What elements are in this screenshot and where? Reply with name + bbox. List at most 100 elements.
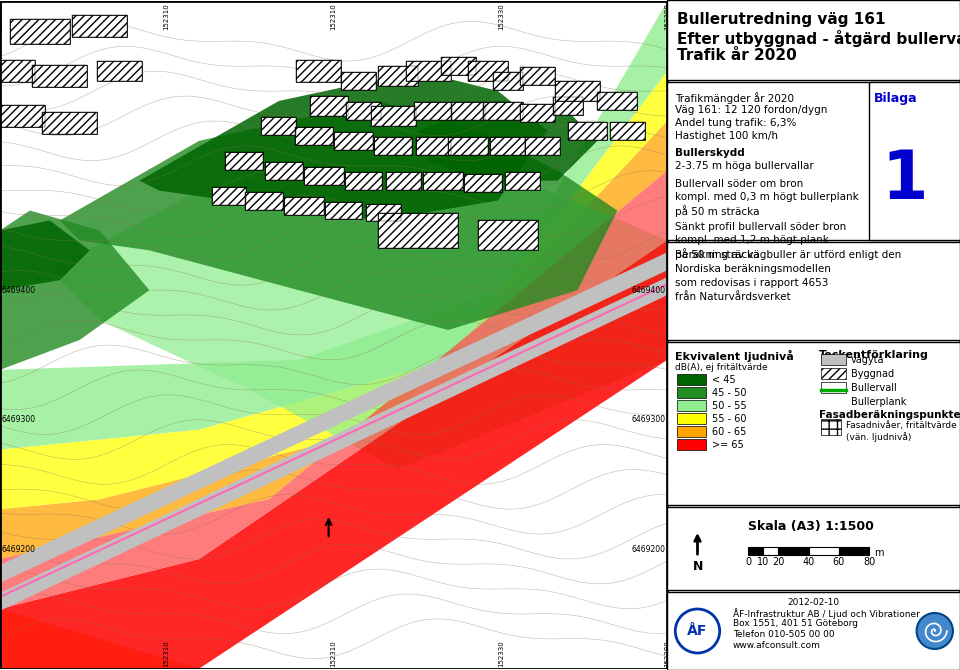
Text: Telefon 010-505 00 00: Telefon 010-505 00 00 bbox=[732, 630, 834, 639]
Bar bbox=[341, 72, 376, 90]
Circle shape bbox=[675, 609, 720, 653]
Polygon shape bbox=[0, 210, 150, 370]
Polygon shape bbox=[0, 121, 667, 559]
Text: 152330: 152330 bbox=[498, 3, 504, 30]
Text: 60 - 65: 60 - 65 bbox=[711, 427, 746, 437]
Text: Sänkt profil bullervall söder bron: Sänkt profil bullervall söder bron bbox=[675, 222, 847, 232]
Bar bbox=[478, 220, 538, 251]
Bar bbox=[808, 547, 839, 555]
Text: 152380: 152380 bbox=[664, 3, 670, 30]
Bar bbox=[374, 137, 412, 155]
Bar bbox=[520, 67, 555, 85]
Bar bbox=[406, 61, 450, 81]
Text: 1: 1 bbox=[881, 147, 927, 213]
Bar bbox=[97, 61, 142, 81]
Bar bbox=[72, 15, 127, 38]
Bar bbox=[416, 137, 450, 155]
Text: Bullervall söder om bron: Bullervall söder om bron bbox=[675, 179, 804, 189]
Bar bbox=[295, 127, 332, 145]
Bar bbox=[505, 172, 540, 190]
Bar bbox=[310, 96, 348, 116]
Text: 152310: 152310 bbox=[163, 3, 169, 30]
Bar bbox=[492, 72, 523, 90]
Bar bbox=[33, 65, 87, 87]
Bar bbox=[597, 92, 637, 110]
Bar bbox=[483, 102, 523, 120]
Polygon shape bbox=[0, 71, 667, 509]
Bar bbox=[386, 172, 420, 190]
Bar bbox=[0, 60, 35, 82]
Text: Box 1551, 401 51 Göteborg: Box 1551, 401 51 Göteborg bbox=[732, 619, 858, 628]
Bar bbox=[225, 152, 263, 170]
Bar bbox=[448, 137, 488, 155]
Bar bbox=[763, 547, 779, 555]
Text: vägyta: vägyta bbox=[851, 355, 884, 365]
Bar bbox=[415, 102, 452, 120]
Text: Fasadnivåer, fritältvärde: Fasadnivåer, fritältvärde bbox=[846, 421, 957, 430]
Text: 6469400: 6469400 bbox=[631, 285, 665, 295]
Text: 6469400: 6469400 bbox=[2, 285, 36, 295]
Bar bbox=[450, 102, 486, 120]
Bar bbox=[211, 187, 247, 204]
Bar bbox=[423, 172, 463, 190]
Polygon shape bbox=[50, 151, 667, 470]
Bar bbox=[324, 202, 363, 220]
Text: ÅF-Infrastruktur AB / Ljud och Vibrationer: ÅF-Infrastruktur AB / Ljud och Vibration… bbox=[732, 608, 920, 619]
Text: 45 - 50: 45 - 50 bbox=[711, 388, 746, 398]
Bar bbox=[821, 368, 846, 379]
Bar bbox=[265, 161, 302, 180]
Bar bbox=[366, 204, 401, 222]
Bar bbox=[297, 60, 341, 82]
Text: 50 - 55: 50 - 55 bbox=[711, 401, 746, 411]
Text: 55 - 60: 55 - 60 bbox=[711, 414, 746, 424]
Bar bbox=[491, 137, 525, 155]
Text: Teckentförklaring: Teckentförklaring bbox=[819, 350, 928, 360]
Bar bbox=[678, 374, 706, 385]
Text: Bullervall: Bullervall bbox=[851, 383, 897, 393]
Text: Byggnad: Byggnad bbox=[851, 369, 894, 379]
Text: N: N bbox=[692, 560, 703, 573]
Bar bbox=[334, 132, 373, 150]
Bar bbox=[303, 167, 344, 185]
Text: 60: 60 bbox=[832, 557, 845, 567]
Text: 0: 0 bbox=[745, 557, 751, 567]
Text: Väg 161: 12 120 fordon/dygn: Väg 161: 12 120 fordon/dygn bbox=[675, 105, 828, 115]
Text: 2012-02-10: 2012-02-10 bbox=[787, 598, 840, 607]
Bar bbox=[610, 122, 645, 140]
Bar bbox=[265, 161, 302, 180]
Text: Bullerplank: Bullerplank bbox=[851, 397, 906, 407]
Text: Fasadberäkningspunkter: Fasadberäkningspunkter bbox=[819, 410, 960, 420]
Bar bbox=[33, 65, 87, 87]
Bar bbox=[441, 57, 475, 75]
Bar bbox=[555, 81, 600, 101]
Bar bbox=[520, 104, 555, 122]
Text: m: m bbox=[875, 548, 883, 558]
Polygon shape bbox=[139, 71, 548, 220]
Bar bbox=[821, 382, 846, 393]
Bar bbox=[610, 122, 645, 140]
Bar bbox=[284, 196, 324, 214]
Bar bbox=[345, 172, 382, 190]
Text: 2-3.75 m höga bullervallar: 2-3.75 m höga bullervallar bbox=[675, 161, 814, 171]
Bar bbox=[261, 117, 297, 135]
Polygon shape bbox=[60, 101, 617, 330]
Text: Efter utbyggnad - åtgärd bullervall: Efter utbyggnad - åtgärd bullervall bbox=[678, 30, 960, 47]
Bar bbox=[553, 97, 583, 115]
Bar bbox=[667, 592, 960, 670]
Bar bbox=[0, 60, 35, 82]
Bar bbox=[303, 167, 344, 185]
Text: kompl. med 0,3 m högt bullerplank: kompl. med 0,3 m högt bullerplank bbox=[675, 192, 859, 202]
Bar bbox=[520, 104, 555, 122]
Text: 80: 80 bbox=[863, 557, 876, 567]
Bar bbox=[261, 117, 297, 135]
Bar bbox=[245, 192, 283, 210]
Text: ÅF: ÅF bbox=[687, 624, 708, 638]
Bar bbox=[555, 81, 600, 101]
Bar bbox=[491, 137, 525, 155]
Bar bbox=[464, 174, 502, 192]
Text: 152080: 152080 bbox=[0, 640, 3, 667]
Bar bbox=[678, 413, 706, 424]
Bar bbox=[505, 172, 540, 190]
Bar bbox=[448, 137, 488, 155]
Bar bbox=[72, 15, 127, 38]
